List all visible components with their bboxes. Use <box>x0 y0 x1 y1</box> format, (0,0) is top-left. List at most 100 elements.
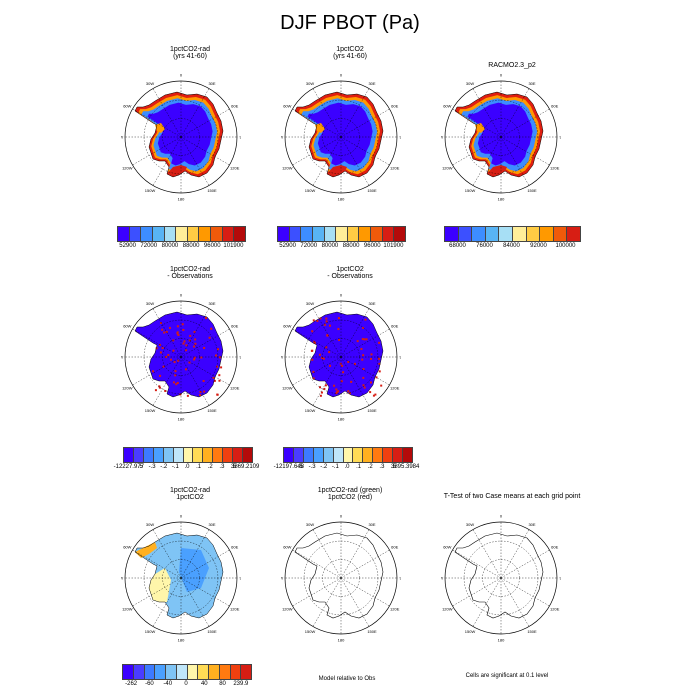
panel-2-title: 1pctCO2 (yrs 41-60) <box>275 46 425 60</box>
positive-difference-cell <box>185 344 188 347</box>
positive-difference-cell <box>329 364 332 367</box>
meridian <box>340 577 390 607</box>
colorbar-tick-label: -60 <box>145 681 154 687</box>
positive-difference-cell <box>370 353 373 356</box>
colorbar-swatch <box>143 448 154 462</box>
colorbar-swatch <box>133 665 145 679</box>
positive-difference-cell <box>199 394 202 397</box>
positive-difference-cell <box>160 322 163 325</box>
meridian <box>152 136 182 186</box>
colorbar-swatch <box>343 448 354 462</box>
longitude-label: 180 <box>178 197 185 202</box>
positive-difference-cell <box>375 376 378 379</box>
positive-difference-cell <box>311 330 314 333</box>
colorbar-swatch <box>219 665 231 679</box>
map-svg: 0 30E 60E 90E 120E 150E 180 150W 120W 90W 60W 30W <box>275 514 407 643</box>
colorbar-tick-label: .3 <box>219 464 225 470</box>
colorbar-swatch <box>164 227 177 241</box>
positive-difference-cell <box>176 331 179 334</box>
positive-difference-cell <box>323 387 326 390</box>
longitude-label: 90W <box>281 355 283 360</box>
map-boundary <box>284 300 398 414</box>
longitude-label: 150W <box>305 629 316 634</box>
meridian <box>180 356 230 386</box>
panel-8-title: T-Test of two Case means at each grid po… <box>427 493 597 500</box>
map-svg: 0 30E 60E 90E 120E 150E 180 150W 120W 90W 60W 30W <box>435 73 567 202</box>
longitude-label: 120E <box>550 166 560 171</box>
longitude-label: 150W <box>145 188 156 193</box>
positive-difference-cell <box>217 348 220 351</box>
positive-difference-cell <box>218 356 221 359</box>
meridian <box>472 577 502 627</box>
longitude-label: 150E <box>367 629 377 634</box>
longitude-label: 30W <box>306 522 314 527</box>
polar-map-1pctco2: 0 30E 60E 90E 120E 150E 180 150W 120W 90W 60W 30W <box>275 67 407 212</box>
colorbar-tick-label: 84000 <box>503 243 520 249</box>
panel-3-title: RACMO2.3_p2 <box>437 62 587 69</box>
colorbar-tick-label: -40 <box>163 681 173 687</box>
colorbar-tick-label: -262 <box>125 681 138 687</box>
colorbar-labels-rad-minus-1pctco2: -262 -60 -40 0 40 80 239.9 <box>122 681 250 689</box>
map-boundary <box>124 521 238 635</box>
colorbar-swatch <box>289 227 302 241</box>
longitude-label: 0 <box>180 514 183 519</box>
positive-difference-cell <box>185 349 188 352</box>
meridian <box>152 577 182 627</box>
meridian <box>312 308 342 358</box>
colorbar-swatch <box>373 448 384 462</box>
meridian <box>152 88 182 138</box>
positive-difference-cell <box>347 360 350 363</box>
colorbar-swatch <box>230 665 242 679</box>
map-boundary <box>444 80 558 194</box>
map-svg: 0 30E 60E 90E 120E 150E 180 150W 120W 90W 60W 30W <box>275 293 407 422</box>
longitude-label: 30E <box>368 301 375 306</box>
positive-difference-cell <box>165 330 168 333</box>
longitude-label: 30E <box>208 522 215 527</box>
positive-difference-cell <box>320 391 323 394</box>
longitude-label: 60E <box>391 545 398 550</box>
longitude-label: 30W <box>466 81 474 86</box>
positive-difference-cell <box>193 330 196 333</box>
longitude-label: 150W <box>305 408 316 413</box>
positive-difference-cell <box>321 356 324 359</box>
colorbar-tick-label: -.2 <box>320 464 328 470</box>
longitude-label: 120E <box>230 166 240 171</box>
longitude-label: 90W <box>121 135 123 140</box>
panel-5-title-line1: 1pctCO2 <box>336 266 364 273</box>
longitude-label: 150W <box>145 408 156 413</box>
longitude-label: 120W <box>122 386 133 391</box>
longitude-label: 120W <box>282 386 293 391</box>
positive-difference-cell <box>361 358 364 361</box>
longitude-label: 60E <box>231 545 238 550</box>
colorbar-tick-label: -.2 <box>160 464 168 470</box>
longitude-label: 150W <box>465 629 476 634</box>
meridian <box>292 136 342 166</box>
longitude-label: 180 <box>338 197 345 202</box>
positive-difference-cell <box>188 361 191 364</box>
positive-difference-cell <box>347 390 350 393</box>
colorbar-swatch <box>243 448 252 462</box>
positive-difference-cell <box>172 349 175 352</box>
colorbar-tick-label: 52900 <box>279 243 296 249</box>
positive-difference-cell <box>311 358 314 361</box>
colorbar-swatch <box>347 227 360 241</box>
longitude-label: 60W <box>123 545 131 550</box>
meridian <box>500 549 550 579</box>
colorbar-labels-rad-minus-obs: -12227.977.5 -.3 -.2 -.1.0.1.2.3.5 3869.2109 <box>114 464 260 472</box>
longitude-label: 60W <box>283 324 291 329</box>
positive-difference-cell <box>328 351 331 354</box>
panel-5-title-line2: - Observations <box>327 273 373 280</box>
colorbar-swatch <box>301 227 313 241</box>
meridian <box>500 529 530 579</box>
positive-difference-cell <box>174 374 177 377</box>
positive-difference-cell <box>380 384 383 387</box>
longitude-label: 90W <box>281 576 283 581</box>
positive-difference-cell <box>220 366 223 369</box>
positive-difference-cell <box>360 348 363 351</box>
colorbar-tick-label: -.1 <box>171 464 179 470</box>
longitude-label: 60W <box>123 324 131 329</box>
colorbar-tick-label: .1 <box>196 464 202 470</box>
colorbar-tick-label: 88000 <box>182 243 200 249</box>
longitude-label: 120E <box>390 166 400 171</box>
colorbar-racmo <box>444 226 581 242</box>
